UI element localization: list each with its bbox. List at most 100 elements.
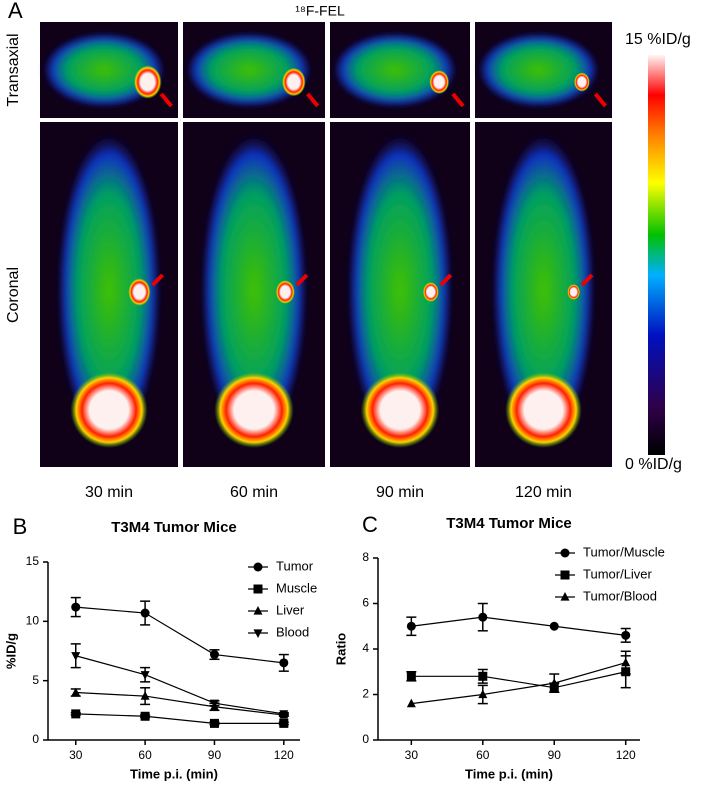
pet-bladder <box>360 372 440 448</box>
marker <box>279 710 289 719</box>
marker <box>209 650 219 660</box>
marker <box>560 570 570 580</box>
x-tick-label: 90 <box>208 748 222 762</box>
marker <box>253 562 263 572</box>
series-line <box>411 662 626 705</box>
x-tick-label: 120 <box>274 748 294 762</box>
panel-label: A <box>8 0 23 23</box>
color-bar <box>648 55 665 455</box>
pet-body <box>491 130 596 450</box>
series-line <box>75 606 284 664</box>
x-tick-label: 60 <box>476 748 490 762</box>
arrow <box>295 273 309 287</box>
y-tick-label: 10 <box>26 614 40 628</box>
marker <box>71 687 81 697</box>
marker <box>279 718 289 728</box>
pet-images <box>40 22 612 467</box>
marker <box>140 671 150 680</box>
row-label: Coronal <box>5 267 22 323</box>
marker <box>478 689 488 699</box>
arrow <box>593 92 607 108</box>
pet-body <box>200 130 308 450</box>
pet-tumor <box>567 284 581 300</box>
arrow <box>580 273 594 287</box>
time-label: 60 min <box>230 484 278 501</box>
pet-body <box>332 32 458 108</box>
panel-label: B <box>13 514 28 539</box>
y-tick-label: 0 <box>362 732 369 746</box>
legend-label: Blood <box>276 624 309 639</box>
x-tick-label: 120 <box>616 748 636 762</box>
pet-tumor <box>281 67 306 97</box>
time-label: 30 min <box>85 484 133 501</box>
pet-tumor <box>128 278 151 306</box>
marker <box>253 629 263 638</box>
marker <box>560 592 570 601</box>
series-line <box>75 691 284 716</box>
marker <box>140 608 150 618</box>
marker <box>71 709 81 719</box>
y-tick-label: 15 <box>26 554 40 568</box>
marker <box>253 606 263 615</box>
marker <box>279 658 289 668</box>
pet-body <box>476 32 601 108</box>
pet-tumor <box>133 65 162 99</box>
pet-body <box>56 130 162 450</box>
pet-bladder <box>214 372 294 448</box>
pet-tumor <box>429 70 450 94</box>
marker <box>478 671 488 681</box>
marker <box>71 652 81 661</box>
arrow <box>439 273 453 287</box>
marker <box>478 612 488 622</box>
marker <box>140 691 150 700</box>
y-axis-label: Ratio <box>333 633 348 666</box>
legend-label: Tumor/Muscle <box>583 544 665 559</box>
legend-label: Tumor/Blood <box>583 588 657 603</box>
marker <box>621 630 631 640</box>
legend-label: Tumor/Liver <box>583 566 653 581</box>
series-line <box>411 671 626 689</box>
row-label: Transaxial <box>5 33 22 106</box>
panel-label: C <box>362 512 378 537</box>
x-tick-label: 30 <box>405 748 419 762</box>
marker <box>406 671 416 681</box>
x-tick-label: 30 <box>69 748 83 762</box>
time-label: 120 min <box>515 484 572 501</box>
chart-title: T3M4 Tumor Mice <box>446 515 572 532</box>
pet-body <box>185 32 313 108</box>
pet-tumor <box>275 280 295 304</box>
legend-label: Muscle <box>276 580 317 595</box>
marker <box>549 678 559 687</box>
scale-min: 0 %ID/g <box>625 456 682 473</box>
pet-body <box>346 130 454 450</box>
x-tick-label: 60 <box>138 748 152 762</box>
pet-tumor <box>422 282 439 302</box>
marker <box>406 698 416 708</box>
y-tick-label: 0 <box>32 732 39 746</box>
y-tick-label: 4 <box>362 641 369 655</box>
marker <box>209 699 219 709</box>
arrow <box>451 92 465 108</box>
pet-tumor <box>573 72 590 92</box>
y-tick-label: 5 <box>32 673 39 687</box>
legend-label: Tumor <box>276 558 314 573</box>
series-line <box>75 655 284 715</box>
pet-bladder <box>505 372 582 448</box>
y-tick-label: 6 <box>362 596 369 610</box>
y-tick-label: 2 <box>362 687 369 701</box>
tracer-title: ¹⁸F-FEL <box>295 3 345 19</box>
marker <box>560 548 570 558</box>
scale-max: 15 %ID/g <box>625 31 691 48</box>
arrow <box>306 92 320 108</box>
pet-bladder <box>70 372 148 448</box>
marker <box>209 718 219 728</box>
marker <box>71 602 81 612</box>
marker <box>549 621 559 631</box>
marker <box>406 621 416 631</box>
x-axis-label: Time p.i. (min) <box>465 766 553 781</box>
time-label: 90 min <box>376 484 424 501</box>
arrow <box>151 273 164 287</box>
legend-label: Liver <box>276 602 305 617</box>
series-line <box>75 713 284 724</box>
